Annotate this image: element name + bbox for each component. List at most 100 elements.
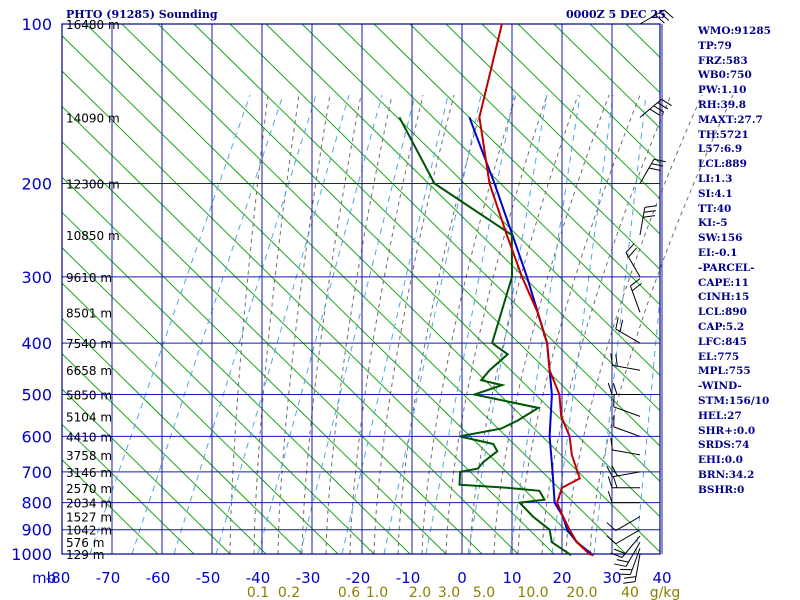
wind-barb-feather xyxy=(615,354,618,367)
dry-adiabat xyxy=(301,23,661,376)
moist-adiabat xyxy=(277,94,331,555)
wind-barb-feather xyxy=(653,158,666,163)
wind-barb-staff xyxy=(613,406,641,417)
mixing-ratio-label: 0.1 xyxy=(247,585,269,600)
stats-panel: WMO:91285 TP:79 FRZ:583 WB0:750 PW:1.10 RH:39… xyxy=(698,24,771,498)
wind-barb-feather xyxy=(613,548,626,555)
temperature-tick-label: 20 xyxy=(552,569,571,587)
height-label: 5104 m xyxy=(66,410,112,424)
pressure-label: 100 xyxy=(21,15,52,34)
profiles xyxy=(398,23,595,557)
stat-item: EI:-0.1 xyxy=(698,246,738,259)
stat-item: TH:5721 xyxy=(698,128,749,141)
wind-barb-feather xyxy=(628,247,637,258)
mixing-ratio-label: 3.0 xyxy=(438,585,460,600)
stat-item: BRN:34.2 xyxy=(698,468,755,481)
dry-adiabat xyxy=(61,212,411,555)
pressure-label: 200 xyxy=(21,175,52,194)
stat-item: LCL:889 xyxy=(698,158,747,171)
dry-adiabat xyxy=(121,23,661,553)
wind-barb-feather xyxy=(663,9,674,19)
mixing-ratio-label: 0.2 xyxy=(278,585,300,600)
mixing-ratio-line xyxy=(341,94,449,555)
wind-barb-feather xyxy=(606,535,617,545)
moist-adiabat xyxy=(253,94,300,555)
stat-item: STM:156/10 xyxy=(698,394,770,407)
temperature-tick-label: 0 xyxy=(457,569,467,587)
moist-adiabat xyxy=(421,94,517,555)
wind-barb-feather xyxy=(607,382,613,395)
stat-item: CINH:15 xyxy=(698,291,750,304)
pressure-label: 1000 xyxy=(11,545,52,564)
pressure-label: 400 xyxy=(21,334,52,353)
mixing-ratio-line xyxy=(383,94,482,555)
wind-barb-staff xyxy=(615,529,641,545)
pressure-label: 800 xyxy=(21,494,52,513)
pressure-label: 500 xyxy=(21,385,52,404)
moist-adiabat xyxy=(445,94,548,555)
dry-adiabats xyxy=(61,23,661,555)
wind-barb-feather xyxy=(607,476,613,488)
height-label: 6658 m xyxy=(66,364,112,378)
pressure-label: 600 xyxy=(21,427,52,446)
wind-barb-feather xyxy=(631,282,642,292)
stat-item: PW:1.10 xyxy=(698,84,747,97)
stat-item: WB0:750 xyxy=(698,69,752,82)
dry-adiabat xyxy=(61,424,195,555)
wind-barb-staff xyxy=(629,285,641,313)
wind-barb-feather xyxy=(624,576,637,579)
height-label: 16480 m xyxy=(66,18,120,32)
pressure-label: 700 xyxy=(21,463,52,482)
wind-barb-feather xyxy=(643,215,656,218)
temperature-tick-label: 30 xyxy=(602,569,621,587)
wind-barb-feather xyxy=(657,102,669,110)
wind-barb-feather xyxy=(644,205,657,208)
stat-item: -WIND- xyxy=(698,380,742,393)
wind-barb-feather xyxy=(661,98,672,107)
moist-adiabat xyxy=(349,94,424,555)
stat-item: L57:6.9 xyxy=(698,143,743,156)
plot-frame xyxy=(61,23,661,555)
dry-adiabat xyxy=(61,35,591,555)
moist-adiabat xyxy=(541,94,672,555)
height-label: 10850 m xyxy=(66,229,120,243)
height-label: 3758 m xyxy=(66,449,112,463)
stat-item: MPL:755 xyxy=(698,365,751,378)
height-label: 1042 m xyxy=(66,524,112,538)
wind-barb-feather xyxy=(606,465,613,477)
dry-adiabat xyxy=(61,70,555,555)
mixing-ratio-label: 1.0 xyxy=(366,585,388,600)
parcel-trace xyxy=(468,116,595,557)
mixing-ratio-label: 5.0 xyxy=(473,585,495,600)
wind-barb-feather xyxy=(612,382,618,395)
wind-barb-staff xyxy=(615,516,641,532)
dry-adiabat xyxy=(265,23,661,412)
height-label: 12300 m xyxy=(66,178,120,192)
dry-adiabat xyxy=(625,23,661,58)
wind-barb-feather xyxy=(615,317,619,330)
grid xyxy=(61,23,663,555)
height-label: 8501 m xyxy=(66,306,112,320)
moist-adiabat xyxy=(469,94,579,555)
wind-barbs xyxy=(606,9,674,584)
dry-adiabat xyxy=(553,23,661,129)
sounding-time: 0000Z 5 DEC 25 xyxy=(566,8,666,21)
stat-item: LI:1.3 xyxy=(698,172,733,185)
wind-barb-feather xyxy=(649,108,661,116)
dry-adiabat xyxy=(229,23,661,447)
moist-adiabat xyxy=(589,94,734,555)
dry-adiabat xyxy=(61,459,159,555)
sounding-title: PHTO (91285) Sounding xyxy=(66,8,218,21)
stat-item: TT:40 xyxy=(698,202,732,215)
mixing-ratio-label: 20.0 xyxy=(566,585,597,600)
stat-item: LFC:845 xyxy=(698,335,747,348)
wind-barb-staff xyxy=(612,449,641,456)
stat-item: RH:39.8 xyxy=(698,98,747,111)
dry-adiabat xyxy=(61,176,447,555)
moist-adiabat xyxy=(493,94,610,555)
moist-adiabat xyxy=(301,94,362,555)
wind-barb-feather xyxy=(607,491,613,503)
temperature-trace xyxy=(478,23,594,557)
wind-barb-feather xyxy=(612,476,618,488)
